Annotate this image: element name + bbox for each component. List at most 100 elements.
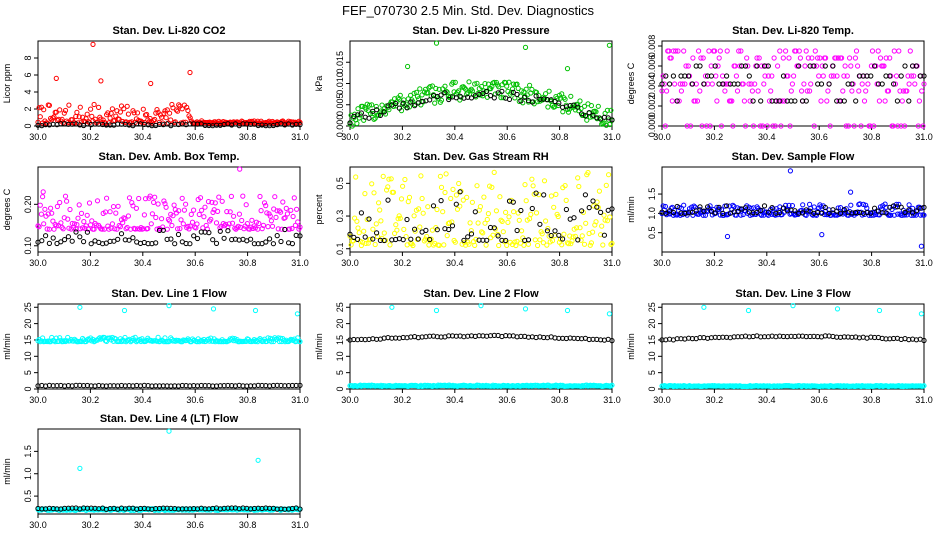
data-point xyxy=(429,227,436,233)
data-point xyxy=(236,211,242,217)
data-point xyxy=(546,88,552,94)
chart-title: Stan. Dev. Amb. Box Temp. xyxy=(99,151,240,163)
data-point xyxy=(533,190,539,196)
data-point xyxy=(284,211,290,217)
data-point xyxy=(730,202,736,209)
data-point xyxy=(39,238,45,244)
data-point xyxy=(820,73,826,79)
data-point xyxy=(360,103,366,110)
data-point xyxy=(263,239,269,245)
outlier-point xyxy=(90,41,96,47)
data-point xyxy=(160,227,166,233)
data-point xyxy=(84,111,90,117)
data-point xyxy=(543,218,549,224)
data-point xyxy=(607,121,613,128)
data-point xyxy=(408,236,414,242)
data-point xyxy=(260,222,266,229)
data-point xyxy=(212,200,218,206)
data-point xyxy=(916,98,922,104)
data-point xyxy=(510,89,516,96)
data-point xyxy=(737,63,743,69)
data-series xyxy=(347,40,615,129)
data-point xyxy=(570,234,576,240)
data-point xyxy=(895,123,901,129)
data-point xyxy=(506,214,512,220)
data-point xyxy=(802,63,808,69)
data-point xyxy=(77,104,83,110)
data-point xyxy=(551,204,557,210)
data-point xyxy=(715,63,721,69)
data-point xyxy=(556,100,562,106)
outlier-point xyxy=(606,311,612,317)
data-point xyxy=(906,98,912,104)
data-point xyxy=(287,338,293,344)
x-tick-label: 30.8 xyxy=(551,258,569,268)
data-point xyxy=(813,63,820,69)
data-point xyxy=(448,195,454,202)
data-point xyxy=(822,63,828,69)
data-point xyxy=(91,226,97,232)
data-point xyxy=(749,88,755,94)
x-tick-label: 30.4 xyxy=(758,132,776,142)
data-point xyxy=(606,117,612,123)
data-point xyxy=(758,207,764,214)
data-point xyxy=(385,184,391,190)
data-point xyxy=(539,231,545,237)
x-tick-label: 31.0 xyxy=(603,395,621,405)
data-point xyxy=(683,63,689,69)
data-point xyxy=(738,48,744,54)
data-point xyxy=(351,234,357,241)
data-point xyxy=(427,236,433,243)
data-point xyxy=(438,92,444,98)
data-point xyxy=(609,382,615,388)
data-point xyxy=(54,203,61,210)
data-point xyxy=(734,88,741,94)
data-point xyxy=(545,225,551,232)
data-point xyxy=(296,118,302,124)
data-point xyxy=(77,234,83,240)
data-point xyxy=(712,48,718,54)
x-tick-label: 30.8 xyxy=(239,132,257,142)
data-point xyxy=(529,205,535,212)
data-point xyxy=(799,207,805,213)
data-point xyxy=(213,240,220,247)
data-point xyxy=(857,201,863,207)
data-point xyxy=(509,86,516,92)
data-point xyxy=(270,241,276,247)
data-point xyxy=(800,202,806,208)
data-point xyxy=(807,88,813,94)
data-point xyxy=(481,88,487,94)
outlier-point xyxy=(564,307,571,314)
data-point xyxy=(893,201,900,208)
data-point xyxy=(532,237,538,243)
scatter-chart: Stan. Dev. Li-820 Temp. 30.0 30.2 30.4 30.6 3… xyxy=(626,25,933,142)
data-point xyxy=(579,208,585,214)
data-point xyxy=(674,203,680,210)
data-point xyxy=(363,240,369,247)
data-point xyxy=(380,173,386,179)
data-point xyxy=(178,217,184,223)
data-point xyxy=(469,199,475,205)
data-point xyxy=(724,203,730,209)
data-point xyxy=(109,106,116,112)
data-point xyxy=(401,97,407,103)
data-point xyxy=(579,233,585,239)
outlier-point xyxy=(40,189,46,195)
data-point xyxy=(541,178,548,184)
data-point xyxy=(69,238,75,244)
data-point xyxy=(474,80,480,86)
data-point xyxy=(584,117,590,123)
data-point xyxy=(81,239,87,245)
data-point xyxy=(692,98,698,104)
data-point xyxy=(404,105,410,111)
data-point xyxy=(489,184,495,190)
data-point xyxy=(141,212,147,218)
data-point xyxy=(51,114,57,120)
data-point xyxy=(777,98,783,104)
data-point xyxy=(186,226,192,232)
y-tick-label: 0.002 xyxy=(647,95,657,118)
data-point xyxy=(89,218,95,224)
data-point xyxy=(397,92,403,98)
data-point xyxy=(525,237,532,243)
data-point xyxy=(468,228,474,234)
